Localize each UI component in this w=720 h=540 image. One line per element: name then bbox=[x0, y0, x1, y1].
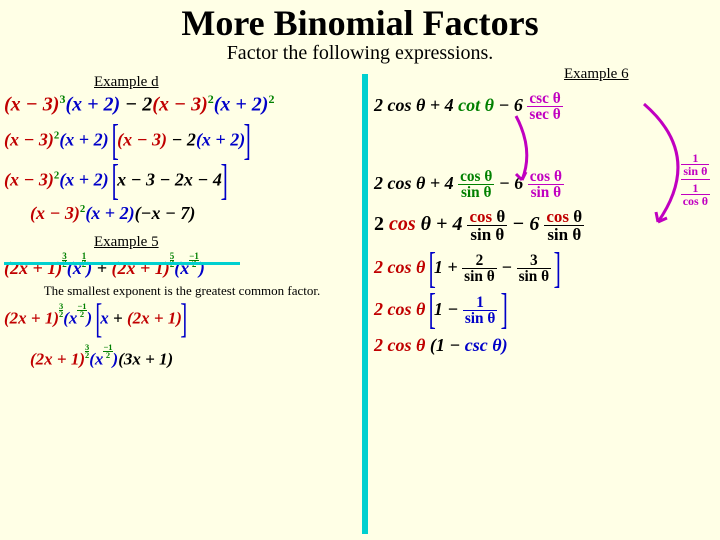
ex-d-line-1: (x − 3)3(x + 2) − 2(x − 3)2(x + 2)2 bbox=[4, 93, 360, 116]
ex-6-line-4: 2 cos θ [1 − 1sin θ ] bbox=[374, 295, 718, 327]
example-6-label: Example 6 bbox=[564, 66, 718, 83]
example-d-label: Example d bbox=[94, 74, 360, 91]
highlight-bar bbox=[4, 262, 240, 265]
right-column: Example 6 2 cos θ + 4 cot θ − 6 csc θsec… bbox=[374, 66, 718, 358]
ex-5-line-3: (2x + 1)32(x−12)(3x + 1) bbox=[30, 344, 360, 369]
arrow-magenta-icon bbox=[634, 96, 714, 236]
page-subtitle: Factor the following expressions. bbox=[0, 42, 720, 65]
ex-d-line-3: (x − 3)2(x + 2) [x − 3 − 2x − 4] bbox=[4, 166, 360, 196]
ex-5-line-1: (2x + 1)32(x12) + (2x + 1)52(x−12) bbox=[4, 253, 360, 279]
page-title: More Binomial Factors bbox=[0, 0, 720, 44]
ex-d-line-4: (x − 3)2(x + 2)(−x − 7) bbox=[30, 204, 360, 224]
ex-6-line-3: 2 cos θ [1 + 2sin θ − 3sin θ ] bbox=[374, 253, 718, 285]
ex-6-line-5: 2 cos θ (1 − csc θ) bbox=[374, 336, 718, 356]
arrow-green-icon bbox=[506, 110, 546, 190]
left-column: Example d (x − 3)3(x + 2) − 2(x − 3)2(x … bbox=[4, 74, 360, 371]
example-5-label: Example 5 bbox=[94, 234, 360, 251]
ex-d-line-2: (x − 3)2(x + 2) [(x − 3) − 2(x + 2)] bbox=[4, 126, 360, 156]
column-divider bbox=[362, 74, 368, 534]
ex-5-line-2: (2x + 1)32(x−12) [x + (2x + 1)] bbox=[4, 303, 360, 334]
